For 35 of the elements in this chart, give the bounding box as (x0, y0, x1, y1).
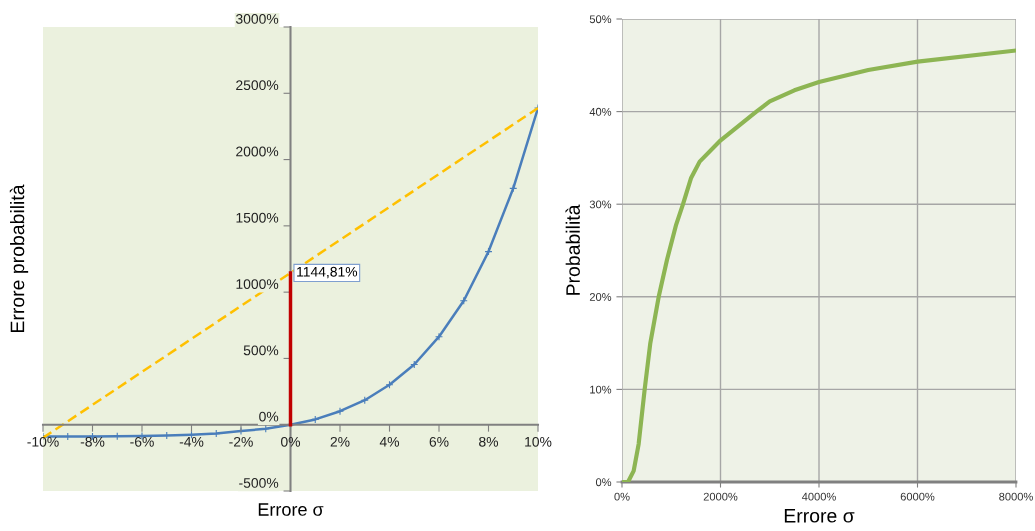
x-tick-label: -10% (27, 436, 59, 447)
x-tick-label: 0% (281, 436, 301, 447)
y-axis-title: Probabilità (565, 204, 580, 295)
x-tick-label: 6% (429, 436, 449, 447)
x-tick-label: 4000% (801, 492, 836, 501)
x-tick-label: 2000% (703, 492, 738, 501)
y-tick-label: 500% (243, 345, 279, 356)
annotation: 1144,81% (297, 266, 358, 279)
x-tick-label: -2% (229, 436, 253, 447)
y-tick-label: 30% (589, 200, 612, 209)
x-axis-title: Errore σ (784, 509, 855, 523)
y-tick-label: 1000% (236, 279, 279, 289)
x-tick-label: 8000% (999, 492, 1033, 501)
x-tick-label: -8% (80, 436, 105, 447)
y-tick-label: 40% (589, 107, 612, 116)
y-tick-label: 20% (589, 293, 612, 301)
y-tick-label: 1500% (236, 212, 279, 223)
x-tick-label: 10% (525, 436, 552, 447)
y-tick-label: 0% (595, 478, 612, 487)
y-tick-label: 3000% (235, 14, 279, 24)
x-tick-label: 4% (379, 436, 400, 447)
x-tick-label: -6% (130, 436, 154, 447)
x-tick-label: 6000% (900, 492, 935, 501)
x-axis-title: Errore σ (258, 503, 324, 516)
x-tick-label: 2% (330, 436, 350, 447)
y-tick-label: 2000% (236, 146, 279, 157)
y-tick-label: 2500% (236, 80, 279, 91)
y-tick-label: -500% (239, 478, 279, 488)
x-tick-label: 8% (479, 436, 499, 447)
y-tick-label: 0% (259, 411, 279, 422)
x-tick-label: -4% (179, 436, 204, 447)
y-tick-label: 10% (590, 385, 612, 394)
y-axis-title: Errore probabilità (9, 184, 29, 332)
x-tick-label: 0% (614, 492, 630, 501)
y-tick-label: 50% (589, 15, 612, 24)
